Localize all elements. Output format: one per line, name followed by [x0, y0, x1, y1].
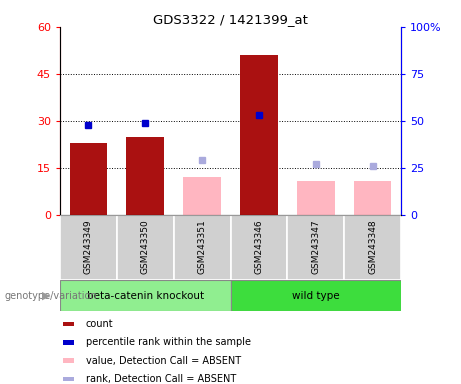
Bar	[63, 377, 74, 381]
Text: GSM243347: GSM243347	[311, 219, 320, 274]
Text: GSM243350: GSM243350	[141, 219, 150, 274]
Bar	[60, 215, 117, 280]
Text: GSM243348: GSM243348	[368, 219, 377, 274]
Text: GSM243351: GSM243351	[198, 219, 207, 274]
Bar	[230, 280, 401, 311]
Text: percentile rank within the sample: percentile rank within the sample	[85, 338, 250, 348]
Text: genotype/variation: genotype/variation	[5, 291, 97, 301]
Text: GSM243349: GSM243349	[84, 219, 93, 274]
Bar	[287, 215, 344, 280]
Text: value, Detection Call = ABSENT: value, Detection Call = ABSENT	[85, 356, 241, 366]
Bar	[117, 215, 174, 280]
Bar	[126, 137, 164, 215]
Bar	[60, 280, 230, 311]
Bar	[240, 55, 278, 215]
Bar	[70, 143, 107, 215]
Bar	[183, 177, 221, 215]
Bar	[344, 215, 401, 280]
Bar	[354, 180, 391, 215]
Text: beta-catenin knockout: beta-catenin knockout	[87, 291, 204, 301]
Text: wild type: wild type	[292, 291, 340, 301]
Bar	[63, 359, 74, 363]
Text: rank, Detection Call = ABSENT: rank, Detection Call = ABSENT	[85, 374, 236, 384]
Text: GSM243346: GSM243346	[254, 219, 263, 274]
Bar	[63, 340, 74, 344]
Bar	[297, 180, 335, 215]
Bar	[63, 322, 74, 326]
Text: ▶: ▶	[42, 291, 51, 301]
Text: GDS3322 / 1421399_at: GDS3322 / 1421399_at	[153, 13, 308, 26]
Bar	[174, 215, 230, 280]
Bar	[230, 215, 287, 280]
Text: count: count	[85, 319, 113, 329]
